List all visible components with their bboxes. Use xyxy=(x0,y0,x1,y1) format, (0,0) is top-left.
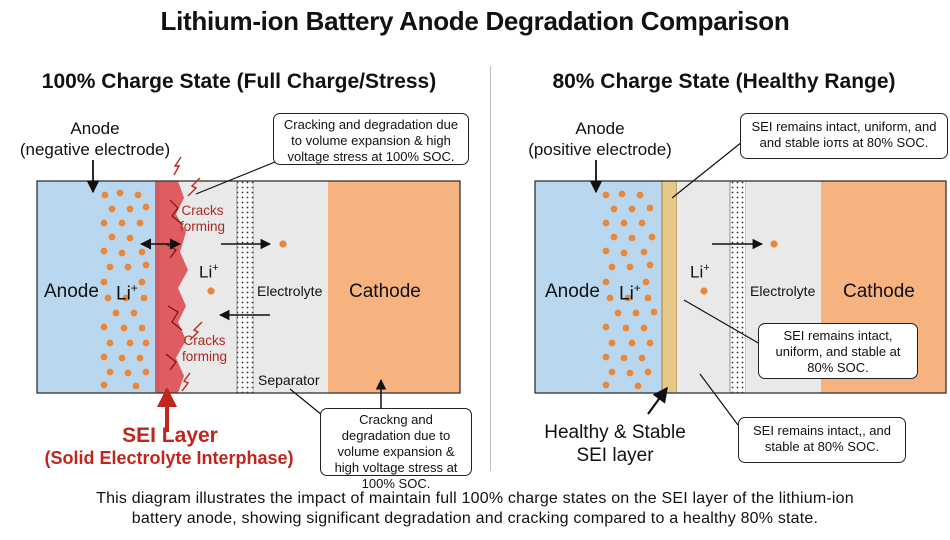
left-callout-top-pointer xyxy=(195,159,281,195)
left-anode-subtitle: (negative electrode) xyxy=(19,140,171,159)
right-healthy-pointer xyxy=(647,386,668,415)
cracks-forming-top: Cracks forming xyxy=(180,203,225,235)
caption-line-1: This diagram illustrates the impact of m… xyxy=(96,490,854,507)
left-electrolyte-region-2 xyxy=(254,181,328,393)
right-anode-title: Anode xyxy=(575,119,625,138)
left-ion-migrating xyxy=(279,240,287,248)
crack-line xyxy=(169,199,183,225)
li-charge: + xyxy=(703,262,710,274)
cracks-line: forming xyxy=(182,349,228,364)
spark-icon xyxy=(173,156,182,176)
right-callout-bottom-pointer xyxy=(699,373,739,426)
left-li-electrolyte-label: Li+ xyxy=(199,262,219,283)
left-separator xyxy=(236,180,255,394)
main-title: Lithium-ion Battery Anode Degradation Co… xyxy=(160,6,790,36)
left-anode-cell-label: Anode xyxy=(44,281,99,302)
left-li-ion-label: Li+ xyxy=(116,281,138,305)
spark-icon xyxy=(187,177,201,197)
right-cathode-label: Cathode xyxy=(843,281,915,302)
caption: This diagram illustrates the impact of m… xyxy=(0,489,950,529)
sei-layer-subtitle: (Solid Electrolyte Interphase) xyxy=(44,448,294,468)
spark-icon xyxy=(189,321,203,341)
left-ion-electrolyte xyxy=(207,287,215,295)
left-anode-title: Anode xyxy=(70,119,120,138)
li-charge: + xyxy=(212,262,219,274)
sei-layer-title: SEI Layer xyxy=(122,424,218,447)
right-anode-subtitle: (positive electrode) xyxy=(528,140,672,159)
right-callout-middle-pointer xyxy=(683,299,761,345)
panel-divider xyxy=(490,66,491,471)
cracks-line: Cracks xyxy=(181,203,224,218)
right-sei-healthy xyxy=(661,180,678,394)
right-separator xyxy=(729,180,747,394)
li-text: Li xyxy=(690,262,704,282)
crack-line xyxy=(167,305,183,331)
right-li-ion-label: Li+ xyxy=(619,281,641,305)
right-callout-middle: SEI remains intact, uniform, and stable … xyxy=(758,323,918,379)
left-cathode-label: Cathode xyxy=(349,281,421,302)
left-callout-top: Cracking and degradation due to volume e… xyxy=(273,113,469,165)
left-sei-damaged xyxy=(155,181,188,393)
cracks-line: forming xyxy=(180,219,226,234)
left-battery-cell xyxy=(36,156,461,432)
healthy-sei-label-line1: Healthy & Stable xyxy=(544,422,686,443)
left-electrolyte-label: Electrolyte xyxy=(257,283,323,299)
healthy-sei-label-line2: SEI layer xyxy=(576,445,654,466)
left-separator-pointer xyxy=(289,388,323,416)
li-text: Li xyxy=(619,283,634,305)
cracks-line: Cracks xyxy=(183,333,226,348)
right-anode-ions xyxy=(602,190,658,390)
li-charge: + xyxy=(633,281,641,295)
left-panel-heading: 100% Charge State (Full Charge/Stress) xyxy=(41,70,437,93)
spark-icon xyxy=(181,372,191,392)
right-callout-top: SEI remains intact, uniform, and and sta… xyxy=(740,113,948,159)
li-charge: + xyxy=(130,281,138,295)
right-panel-heading: 80% Charge State (Healthy Range) xyxy=(552,70,896,93)
right-li-electrolyte-label: Li+ xyxy=(690,262,710,283)
right-callout-top-pointer xyxy=(671,141,743,199)
caption-line-2: battery anode, showing significant degra… xyxy=(131,510,819,527)
li-text: Li xyxy=(116,283,131,305)
right-anode-cell-label: Anode xyxy=(545,281,600,302)
cracks-forming-bottom: Cracks forming xyxy=(182,333,227,365)
left-anode-ions xyxy=(100,189,150,390)
crack-line xyxy=(165,353,177,371)
left-separator-label: Separator xyxy=(258,372,320,388)
right-ion-migrating xyxy=(770,240,778,248)
li-text: Li xyxy=(199,262,213,282)
left-callout-bottom: Crackng and degradation due to volume ex… xyxy=(320,408,472,491)
right-callout-bottom: SEI remains intact,, and stable at 80% S… xyxy=(738,417,906,463)
left-cathode-region xyxy=(328,181,460,393)
right-electrolyte-region xyxy=(677,181,730,393)
right-electrolyte-label: Electrolyte xyxy=(750,283,816,299)
right-ion-electrolyte xyxy=(700,287,708,295)
